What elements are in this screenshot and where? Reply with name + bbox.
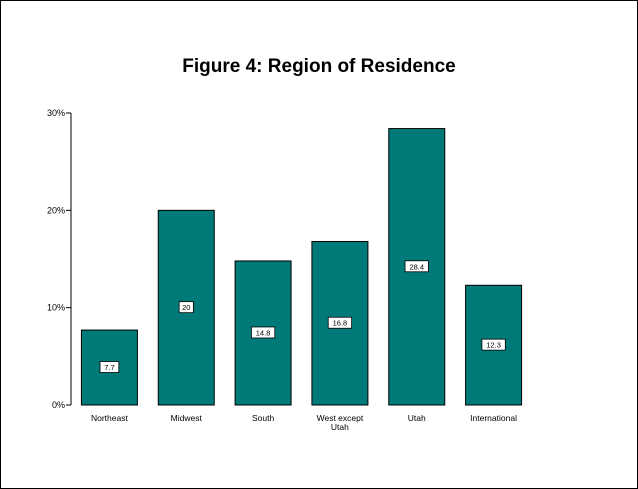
bar-series: [80, 128, 523, 406]
x-tick-label: Northeast: [91, 413, 128, 423]
y-tick-label: 30%: [47, 108, 65, 118]
y-tick-label: 10%: [47, 303, 65, 313]
data-labels: 7.7 20 14.8 16.8 28.4 12.3: [99, 260, 506, 373]
chart-axes: [66, 112, 72, 406]
y-tick-label: 20%: [47, 205, 65, 215]
x-tick-labels: Northeast Midwest South West exceptUtahUtah…: [91, 413, 517, 432]
data-label: 16.8: [333, 319, 348, 328]
x-tick-label: Utah: [331, 422, 349, 432]
x-tick-label: South: [252, 413, 274, 423]
data-label: 14.8: [256, 328, 271, 337]
data-label-box: [404, 260, 429, 273]
data-label: 20: [182, 303, 190, 312]
data-label-box: [250, 326, 276, 339]
bar-international: [465, 284, 523, 406]
x-tick-label: International: [470, 413, 517, 423]
data-label-box: [178, 301, 194, 314]
x-tick-label: West except: [317, 413, 364, 423]
x-tick-label: Midwest: [171, 413, 203, 423]
x-tick-label: Utah: [408, 413, 426, 423]
y-tick-label: 0%: [52, 400, 65, 410]
y-tick-labels: 0% 10% 20% 30%: [47, 108, 65, 410]
data-label-box: [481, 338, 506, 351]
chart-title: Figure 4: Region of Residence: [182, 56, 456, 77]
data-label-box: [327, 316, 353, 329]
data-label: 7.7: [104, 363, 114, 372]
data-label: 12.3: [486, 341, 501, 350]
data-label: 28.4: [409, 262, 424, 271]
data-label-box: [99, 361, 120, 373]
